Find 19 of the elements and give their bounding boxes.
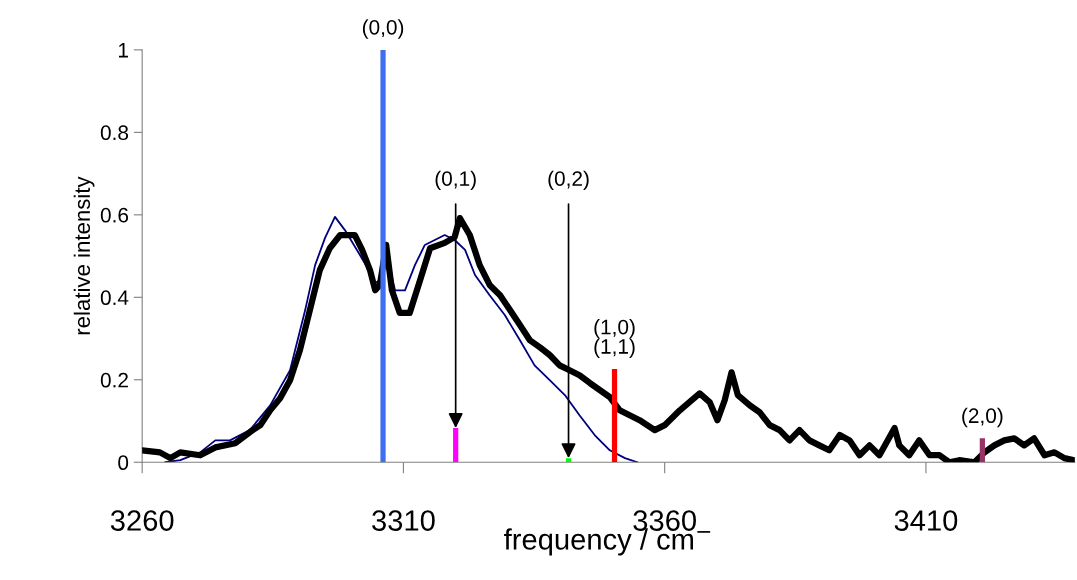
x-tick-label: 3410 xyxy=(894,510,958,531)
annotation: (0,2) xyxy=(548,170,589,191)
bar xyxy=(380,49,386,463)
y-tick-label: 0.4 xyxy=(100,290,129,306)
y-tick-label: 1 xyxy=(118,43,128,58)
y-tick-label: 0.6 xyxy=(100,207,129,223)
annotation: (0,1) xyxy=(435,170,476,191)
y-tick-label: 0 xyxy=(118,455,129,471)
bar xyxy=(565,458,572,463)
annotation: (2,0) xyxy=(962,407,1003,428)
x-tick-label: 3310 xyxy=(372,510,435,531)
x-tick-label: 3260 xyxy=(110,510,174,531)
annotation: (1,0) (1,1) xyxy=(594,319,635,358)
y-axis-title: relative intensity xyxy=(73,176,95,335)
y-tick-label: 0.2 xyxy=(100,372,128,388)
y-tick-label: 0.8 xyxy=(100,125,129,141)
bar xyxy=(979,438,985,463)
bar xyxy=(611,369,618,463)
annotation: (0,0) xyxy=(362,19,404,39)
